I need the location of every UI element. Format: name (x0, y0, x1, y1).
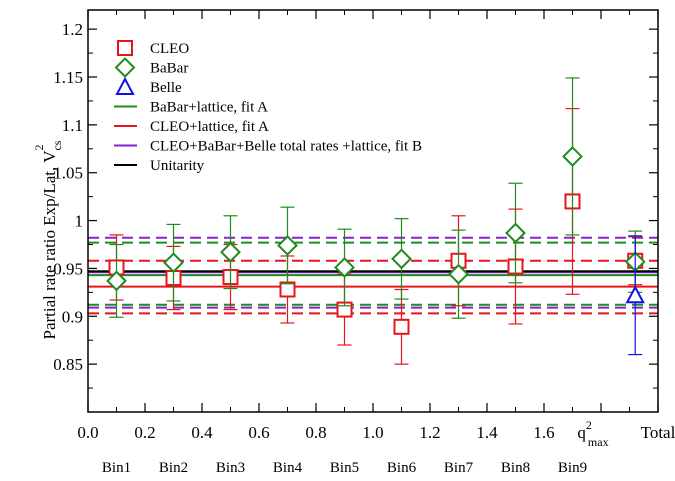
x-tick-label-0-2: 0.2 (134, 423, 155, 442)
x-tick-label-1-2: 1.2 (419, 423, 440, 442)
marker-babar-2 (220, 241, 241, 263)
point-babar-7 (505, 182, 526, 284)
x-tick-label-1-0: 1.0 (362, 423, 383, 442)
point-babar-0 (106, 243, 127, 318)
legend-entry-cleo-lattice-fit-a: CLEO+lattice, fit A (114, 119, 269, 135)
point-babar-3 (277, 206, 298, 285)
y-axis-label-sup: 2 (32, 145, 46, 151)
x-tick-label-1-6: 1.6 (533, 423, 554, 442)
legend-label-cleo-lattice-fit-a: CLEO+lattice, fit A (150, 119, 269, 135)
bin-label-bin4: Bin4 (273, 460, 303, 476)
bin-label-bin2: Bin2 (159, 460, 188, 476)
marker-babar-5 (391, 248, 412, 270)
legend-label-cleo-babar-belle-total-rates-lattice-fit-b: CLEO+BaBar+Belle total rates +lattice, f… (150, 139, 422, 155)
marker-babar-1 (163, 252, 184, 274)
x-tick-label-q: q2 max (577, 418, 608, 449)
x-tick-label-1-4: 1.4 (476, 423, 498, 442)
bin-label-bin9: Bin9 (558, 460, 587, 476)
legend-entry-belle: Belle (115, 76, 182, 96)
y-tick-label-1: 1 (75, 212, 84, 231)
legend-label-belle: Belle (150, 80, 182, 96)
bin-label-bin8: Bin8 (501, 460, 530, 476)
y-tick-label-0.85: 0.85 (53, 355, 83, 374)
point-belle-0 (625, 235, 645, 356)
legend-entry-unitarity: Unitarity (114, 158, 205, 174)
legend-marker-babar (114, 57, 136, 78)
point-cleo-5 (393, 288, 410, 365)
marker-cleo-5 (393, 318, 410, 335)
legend-entry-cleo-babar-belle-total-rates-lattice-fit-b: CLEO+BaBar+Belle total rates +lattice, f… (114, 139, 422, 155)
marker-babar-4 (334, 257, 355, 278)
legend-marker-cleo (117, 40, 133, 56)
point-babar-4 (334, 228, 355, 307)
y-tick-label-1.05: 1.05 (53, 164, 83, 183)
x-tick-label-total: Total (641, 423, 675, 442)
legend-entry-babar-lattice-fit-a: BaBar+lattice, fit A (114, 100, 268, 116)
marker-babar-3 (277, 235, 298, 256)
marker-belle-0 (625, 285, 645, 304)
marker-babar-7 (505, 222, 526, 244)
y-axis-label: Partial rate ratio Exp/Lat, Vcs 2 (32, 140, 64, 339)
legend-label-unitarity: Unitarity (150, 158, 205, 174)
y-tick-label-1.1: 1.1 (62, 116, 83, 135)
legend-entry-babar: BaBar (114, 57, 188, 78)
legend-label-babar: BaBar (150, 61, 188, 77)
bin-label-bin6: Bin6 (387, 460, 417, 476)
point-babar-2 (220, 215, 241, 290)
y-tick-label-0.95: 0.95 (53, 259, 83, 278)
marker-babar-8 (562, 146, 583, 167)
legend-label-babar-lattice-fit-a: BaBar+lattice, fit A (150, 100, 268, 116)
bin-label-bin5: Bin5 (330, 460, 359, 476)
bin-label-bin7: Bin7 (444, 460, 474, 476)
y-tick-label-1.2: 1.2 (62, 20, 83, 39)
y-tick-label-0.9: 0.9 (62, 307, 83, 326)
y-axis-label-sub: cs (50, 140, 64, 150)
x-tick-label-0-0: 0.0 (77, 423, 98, 442)
point-babar-6 (448, 229, 469, 319)
legend-marker-belle (115, 76, 135, 95)
bin-label-bin1: Bin1 (102, 460, 131, 476)
x-tick-label-0-4: 0.4 (191, 423, 213, 442)
point-babar-5 (391, 218, 412, 300)
y-tick-label-1.15: 1.15 (53, 68, 83, 87)
legend-label-cleo: CLEO (150, 41, 189, 57)
legend-entry-cleo: CLEO (117, 40, 189, 57)
x-tick-label-0-8: 0.8 (305, 423, 326, 442)
marker-babar-6 (448, 263, 469, 285)
bin-label-bin3: Bin3 (216, 460, 245, 476)
point-babar-1 (163, 223, 184, 302)
x-tick-label-0-6: 0.6 (248, 423, 269, 442)
marker-babar-0 (106, 270, 127, 292)
y-axis-label-main: Partial rate ratio Exp/Lat, V (40, 150, 59, 340)
marker-cleo-3 (279, 281, 296, 298)
point-babar-8 (562, 77, 583, 236)
